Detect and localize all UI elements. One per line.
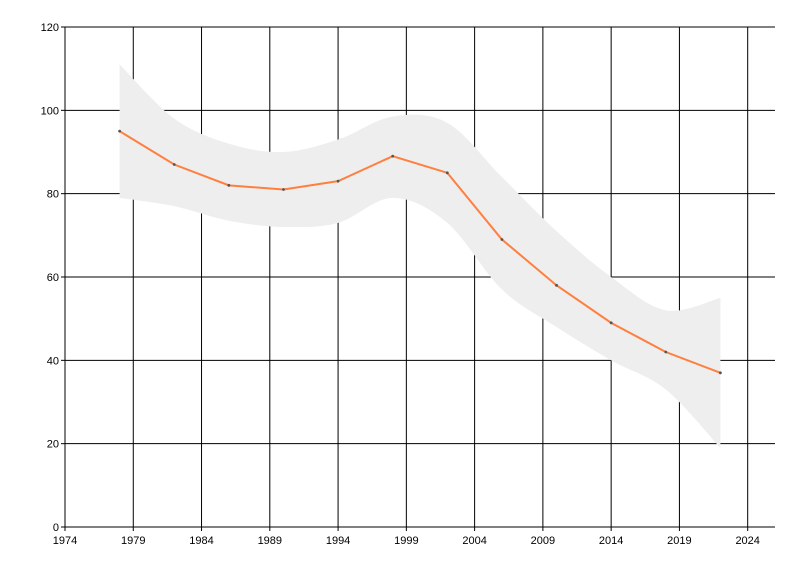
band-area	[119, 64, 721, 448]
x-tick-label: 1974	[53, 535, 77, 547]
data-point	[391, 154, 395, 158]
data-point	[500, 238, 504, 241]
data-point	[118, 129, 122, 133]
x-tick-label: 1984	[189, 535, 213, 547]
data-point	[336, 179, 340, 183]
data-point	[172, 163, 176, 166]
x-tick-label: 1994	[326, 535, 350, 547]
series-lines	[118, 129, 722, 375]
data-point	[718, 371, 722, 375]
x-tick-label: 2009	[531, 535, 555, 547]
x-tick-label: 2019	[667, 535, 691, 547]
data-point	[664, 350, 668, 354]
y-tick-label: 100	[41, 105, 59, 117]
x-tick-label: 2024	[735, 535, 759, 547]
y-tick-label: 80	[47, 189, 59, 201]
y-tick-label: 20	[47, 439, 59, 451]
x-tick-label: 2014	[599, 535, 623, 547]
x-tick-label: 1999	[394, 535, 418, 547]
y-tick-label: 120	[41, 22, 59, 34]
x-tick-label: 1979	[121, 535, 145, 547]
data-point	[227, 183, 231, 187]
data-point	[282, 188, 285, 191]
y-tick-label: 0	[53, 522, 59, 534]
y-tick-label: 60	[47, 272, 59, 284]
tick-labels: 1974 1979 1984 1989 1994 1999 2004 2009 2014 2019…	[41, 22, 760, 547]
x-tick-label: 2004	[462, 535, 486, 547]
data-point	[445, 171, 449, 175]
x-tick-label: 1989	[258, 535, 282, 547]
axes	[61, 27, 775, 531]
series-line	[119, 130, 721, 374]
data-point	[555, 283, 558, 287]
data-point	[609, 321, 613, 325]
confidence-band	[119, 64, 721, 448]
grid	[65, 26, 775, 527]
y-tick-label: 40	[47, 355, 59, 367]
